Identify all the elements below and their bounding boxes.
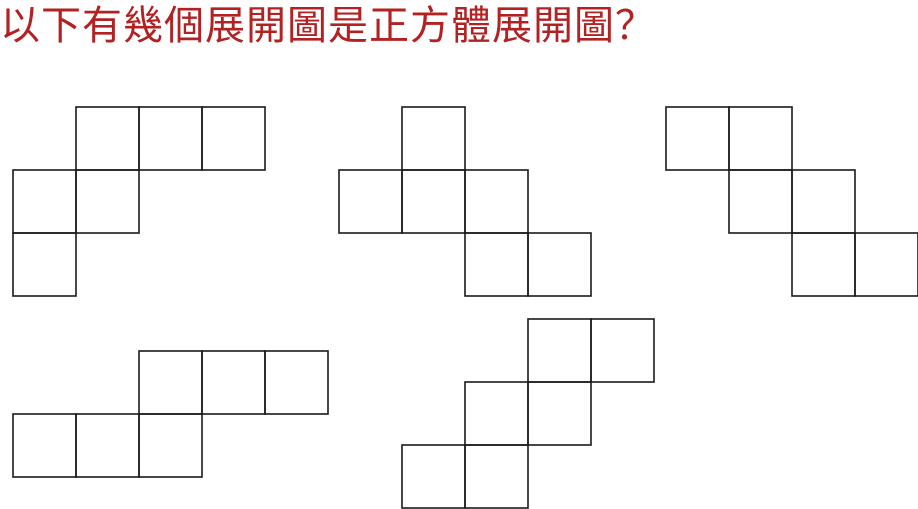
net-face-square <box>464 381 529 446</box>
net-face-square <box>401 169 466 234</box>
net-face-square <box>138 106 203 171</box>
cube-net-1 <box>12 106 266 297</box>
net-face-square <box>338 169 403 234</box>
net-face-square <box>527 381 592 446</box>
net-face-square <box>264 350 329 415</box>
net-face-square <box>464 232 529 297</box>
net-face-square <box>75 106 140 171</box>
net-face-square <box>728 106 793 171</box>
net-face-square <box>75 169 140 234</box>
cube-net-3 <box>665 106 918 297</box>
net-face-square <box>401 444 466 509</box>
net-face-square <box>12 413 77 478</box>
net-face-square <box>665 106 730 171</box>
net-face-square <box>138 413 203 478</box>
net-face-square <box>401 106 466 171</box>
net-face-square <box>728 169 793 234</box>
question-title: 以下有幾個展開圖是正方體展開圖？ <box>0 3 656 49</box>
net-face-square <box>590 318 655 383</box>
cube-net-4 <box>12 350 329 478</box>
net-face-square <box>527 318 592 383</box>
cube-net-2 <box>338 106 592 297</box>
net-face-square <box>527 232 592 297</box>
net-face-square <box>854 232 918 297</box>
net-face-square <box>12 169 77 234</box>
net-face-square <box>464 169 529 234</box>
net-face-square <box>464 444 529 509</box>
net-face-square <box>75 413 140 478</box>
net-face-square <box>201 350 266 415</box>
cube-net-5 <box>401 318 655 509</box>
net-face-square <box>201 106 266 171</box>
net-face-square <box>791 232 856 297</box>
net-face-square <box>12 232 77 297</box>
net-face-square <box>791 169 856 234</box>
net-face-square <box>138 350 203 415</box>
